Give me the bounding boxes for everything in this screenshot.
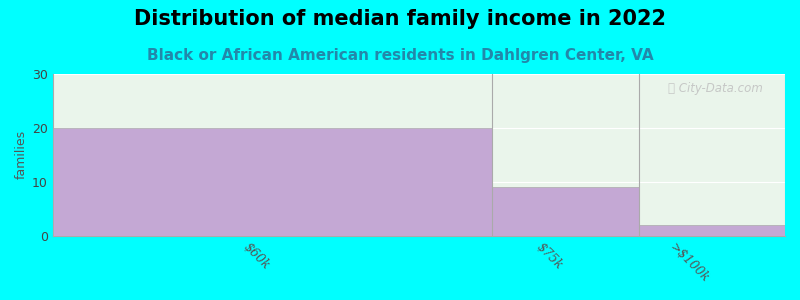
Bar: [492, 187, 638, 236]
Text: Distribution of median family income in 2022: Distribution of median family income in …: [134, 9, 666, 29]
Bar: [53, 128, 492, 236]
Text: ⓘ City-Data.com: ⓘ City-Data.com: [668, 82, 763, 95]
Bar: [638, 225, 785, 236]
Y-axis label: families: families: [15, 130, 28, 179]
Text: Black or African American residents in Dahlgren Center, VA: Black or African American residents in D…: [146, 48, 654, 63]
